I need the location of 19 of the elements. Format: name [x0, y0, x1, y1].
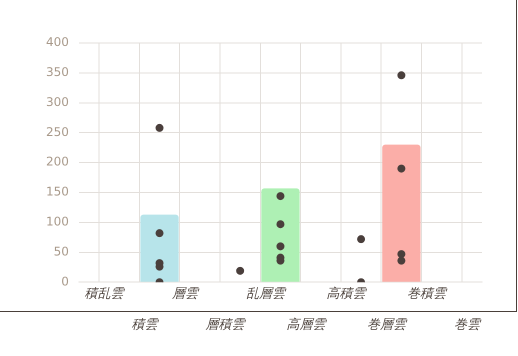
y-tick-label: 150	[46, 184, 69, 199]
y-tick-label: 100	[46, 214, 69, 229]
x-tick-label: 積乱雲	[84, 286, 126, 302]
y-tick-label: 200	[46, 154, 69, 169]
x-tick-label: 層雲	[172, 286, 200, 302]
y-tick-label: 50	[54, 244, 69, 258]
x-tick-label: 巻層雲	[366, 318, 408, 333]
y-tick-label: 350	[46, 65, 69, 80]
y-tick-label: 300	[46, 94, 69, 109]
y-tick-label: 0	[61, 274, 69, 288]
y-tick-label: 250	[46, 124, 69, 139]
x-tick-label: 高層雲	[286, 316, 328, 333]
x-tick-label: 巻雲	[454, 318, 482, 333]
x-tick-label: 層積雲	[206, 318, 247, 333]
x-tick-label: 乱層雲	[246, 286, 287, 302]
y-tick-label: 400	[46, 35, 69, 50]
x-tick-label: 高積雲	[326, 285, 368, 302]
x-tick-label: 積雲	[132, 318, 160, 333]
x-tick-label: 巻積雲	[407, 286, 448, 302]
